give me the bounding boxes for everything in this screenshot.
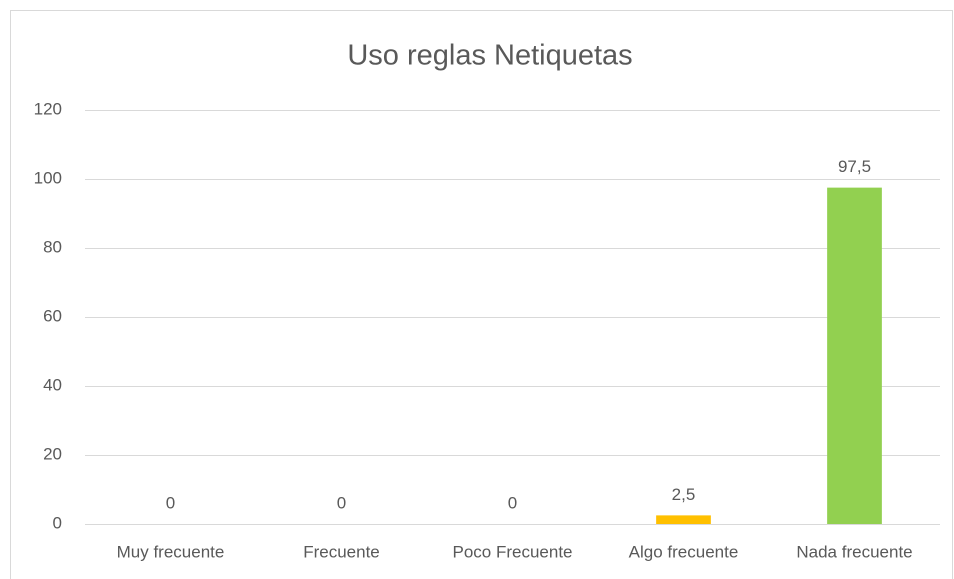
x-tick-label: Muy frecuente — [117, 542, 225, 561]
y-tick-label: 20 — [43, 444, 62, 463]
y-tick-label: 120 — [34, 99, 62, 118]
y-tick-label: 60 — [43, 306, 62, 325]
y-tick-label: 0 — [53, 513, 62, 532]
y-tick-label: 40 — [43, 375, 62, 394]
data-label: 2,5 — [672, 485, 696, 504]
bar — [656, 515, 711, 524]
chart-title: Uso reglas Netiquetas — [347, 40, 632, 72]
x-tick-label: Nada frecuente — [796, 542, 912, 561]
y-tick-label: 100 — [34, 168, 62, 187]
x-tick-label: Poco Frecuente — [452, 542, 572, 561]
data-label: 0 — [337, 493, 346, 512]
bar — [827, 187, 882, 524]
y-tick-label: 80 — [43, 237, 62, 256]
x-tick-label: Algo frecuente — [629, 542, 739, 561]
data-label: 97,5 — [838, 157, 871, 176]
data-label: 0 — [508, 493, 517, 512]
data-label: 0 — [166, 493, 175, 512]
x-tick-label: Frecuente — [303, 542, 380, 561]
chart-border — [10, 10, 953, 579]
